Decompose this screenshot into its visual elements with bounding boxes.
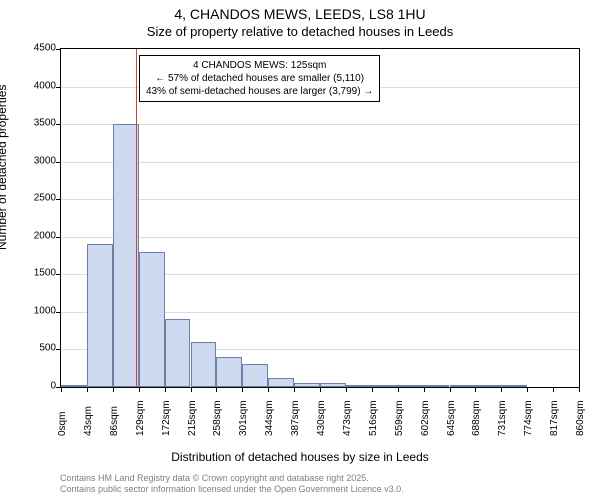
y-tick-mark: [56, 162, 61, 163]
x-tick-label: 688sqm: [471, 400, 482, 436]
y-tick-mark: [56, 49, 61, 50]
x-tick-label: 473sqm: [342, 400, 353, 436]
x-tick-mark: [139, 387, 140, 392]
x-tick-label: 387sqm: [290, 400, 301, 436]
histogram-bar: [372, 385, 398, 387]
x-tick-mark: [165, 387, 166, 392]
histogram-bar: [398, 385, 424, 387]
x-tick-label: 731sqm: [497, 400, 508, 436]
x-tick-mark: [553, 387, 554, 392]
x-tick-mark: [450, 387, 451, 392]
histogram-bar: [475, 385, 501, 387]
x-tick-label: 645sqm: [446, 400, 457, 436]
y-tick-mark: [56, 312, 61, 313]
x-tick-label: 301sqm: [238, 400, 249, 436]
plot-area: 4 CHANDOS MEWS: 125sqm← 57% of detached …: [60, 48, 580, 388]
x-tick-label: 0sqm: [57, 412, 68, 436]
histogram-bar: [294, 383, 320, 388]
x-tick-label: 129sqm: [135, 400, 146, 436]
histogram-bar: [320, 383, 346, 387]
y-axis-label: Number of detached properties: [0, 85, 9, 250]
x-tick-mark: [191, 387, 192, 392]
x-tick-mark: [113, 387, 114, 392]
y-tick-mark: [56, 87, 61, 88]
x-tick-mark: [294, 387, 295, 392]
y-tick-label: 3000: [34, 155, 56, 166]
x-tick-mark: [527, 387, 528, 392]
x-tick-label: 215sqm: [187, 400, 198, 436]
y-tick-label: 1500: [34, 268, 56, 279]
x-tick-mark: [268, 387, 269, 392]
chart-container: 4, CHANDOS MEWS, LEEDS, LS8 1HU Size of …: [0, 0, 600, 500]
x-tick-mark: [242, 387, 243, 392]
x-tick-mark: [216, 387, 217, 392]
y-tick-label: 4000: [34, 80, 56, 91]
x-tick-label: 602sqm: [420, 400, 431, 436]
x-tick-label: 430sqm: [316, 400, 327, 436]
x-tick-label: 86sqm: [109, 406, 120, 436]
histogram-bar: [346, 385, 372, 387]
x-tick-label: 258sqm: [212, 400, 223, 436]
attribution-line-2: Contains public sector information licen…: [60, 484, 404, 496]
x-tick-label: 774sqm: [523, 400, 534, 436]
histogram-bar: [424, 385, 450, 387]
gridline: [61, 199, 579, 200]
y-tick-mark: [56, 349, 61, 350]
y-tick-label: 2000: [34, 230, 56, 241]
x-tick-mark: [424, 387, 425, 392]
x-tick-mark: [346, 387, 347, 392]
y-tick-label: 4500: [34, 43, 56, 54]
y-tick-mark: [56, 124, 61, 125]
histogram-bar: [450, 385, 476, 387]
histogram-bar: [191, 342, 217, 387]
histogram-bar: [87, 244, 113, 387]
x-tick-label: 344sqm: [264, 400, 275, 436]
y-tick-label: 500: [39, 343, 56, 354]
callout-line-2: ← 57% of detached houses are smaller (5,…: [146, 72, 373, 85]
y-tick-mark: [56, 274, 61, 275]
gridline: [61, 124, 579, 125]
attribution: Contains HM Land Registry data © Crown c…: [60, 473, 404, 496]
x-tick-mark: [579, 387, 580, 392]
x-tick-mark: [501, 387, 502, 392]
y-tick-label: 1000: [34, 305, 56, 316]
y-tick-mark: [56, 237, 61, 238]
histogram-bar: [113, 124, 139, 387]
x-tick-label: 172sqm: [161, 400, 172, 436]
y-tick-label: 3500: [34, 118, 56, 129]
x-tick-mark: [398, 387, 399, 392]
x-tick-label: 860sqm: [575, 400, 586, 436]
histogram-bar: [216, 357, 242, 387]
x-tick-mark: [320, 387, 321, 392]
histogram-bar: [165, 319, 191, 387]
histogram-bar: [242, 364, 268, 387]
x-tick-label: 43sqm: [83, 406, 94, 436]
property-marker-line: [136, 49, 137, 387]
histogram-bar: [501, 385, 527, 387]
x-tick-mark: [475, 387, 476, 392]
histogram-bar: [139, 252, 165, 387]
x-tick-label: 516sqm: [368, 400, 379, 436]
histogram-bar: [268, 378, 294, 387]
x-axis-label: Distribution of detached houses by size …: [0, 450, 600, 464]
x-tick-label: 559sqm: [394, 400, 405, 436]
y-tick-label: 0: [50, 381, 56, 392]
x-tick-label: 817sqm: [549, 400, 560, 436]
x-tick-mark: [372, 387, 373, 392]
callout-box: 4 CHANDOS MEWS: 125sqm← 57% of detached …: [139, 55, 380, 102]
callout-line-3: 43% of semi-detached houses are larger (…: [146, 85, 373, 98]
y-tick-label: 2500: [34, 193, 56, 204]
y-tick-mark: [56, 199, 61, 200]
callout-line-1: 4 CHANDOS MEWS: 125sqm: [146, 59, 373, 72]
histogram-bar: [61, 385, 87, 387]
title-main: 4, CHANDOS MEWS, LEEDS, LS8 1HU: [0, 6, 600, 22]
title-sub: Size of property relative to detached ho…: [0, 24, 600, 39]
attribution-line-1: Contains HM Land Registry data © Crown c…: [60, 473, 404, 485]
gridline: [61, 162, 579, 163]
x-tick-mark: [87, 387, 88, 392]
x-tick-mark: [61, 387, 62, 392]
gridline: [61, 237, 579, 238]
